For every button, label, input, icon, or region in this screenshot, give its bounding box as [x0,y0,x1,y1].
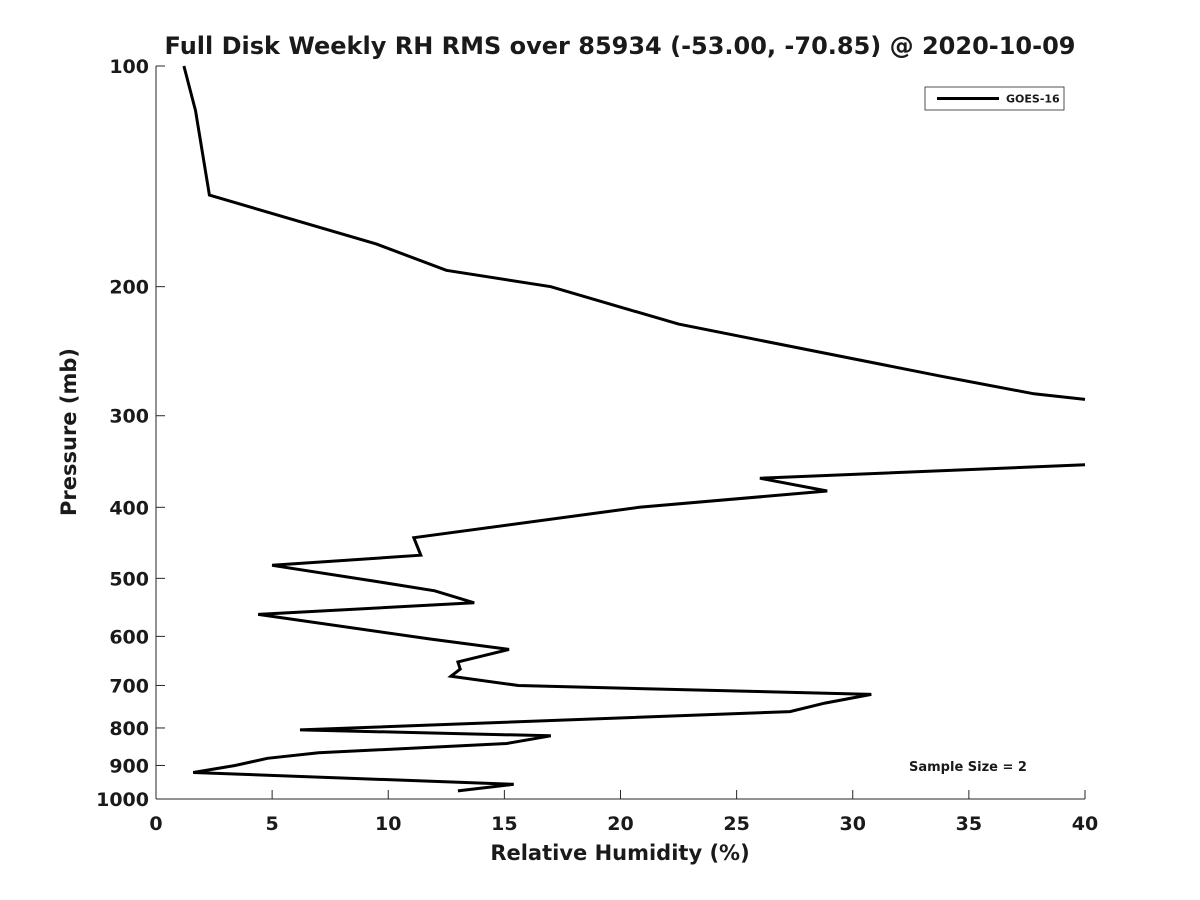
series-group [182,65,1086,793]
x-tick-label: 20 [607,813,633,835]
x-tick-label: 15 [491,813,517,835]
x-tick-label: 30 [840,813,866,835]
x-tick-label: 25 [723,813,749,835]
y-tick-label: 300 [109,406,149,428]
y-tick-label: 1000 [96,789,149,811]
legend: GOES-16 [924,86,1065,111]
y-tick-label: 600 [109,626,149,648]
x-tick-label: 10 [375,813,401,835]
chart-title: Full Disk Weekly RH RMS over 85934 (-53.… [165,32,1076,60]
y-tick-label: 200 [109,277,149,299]
sample-size-annotation: Sample Size = 2 [909,760,1027,775]
series-line-goes-16-segment-2 [192,463,1086,793]
x-ticks: 0 5 10 15 20 25 30 35 40 [149,790,1098,835]
y-axis-label: Pressure (mb) [57,348,81,516]
x-tick-label: 0 [149,813,162,835]
x-tick-label: 35 [956,813,982,835]
y-tick-label: 800 [109,718,149,740]
series-line-goes-16-segment-1 [182,65,1086,401]
x-axis-label: Relative Humidity (%) [490,841,749,865]
x-tick-label: 5 [266,813,279,835]
y-tick-label: 700 [109,675,149,697]
legend-label-goes-16: GOES-16 [1006,93,1060,106]
x-tick-label: 40 [1072,813,1098,835]
y-ticks: 100 200 300 400 500 600 700 800 900 1000 [96,56,165,811]
y-tick-label: 900 [109,755,149,777]
y-tick-label: 400 [109,497,149,519]
y-tick-label: 100 [109,56,149,78]
y-tick-label: 500 [109,568,149,590]
